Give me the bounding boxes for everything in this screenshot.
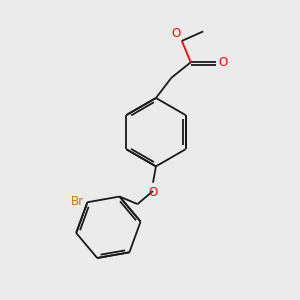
Text: O: O [171,27,181,40]
Text: O: O [218,56,228,69]
Text: O: O [148,186,158,199]
Text: Br: Br [71,195,84,208]
